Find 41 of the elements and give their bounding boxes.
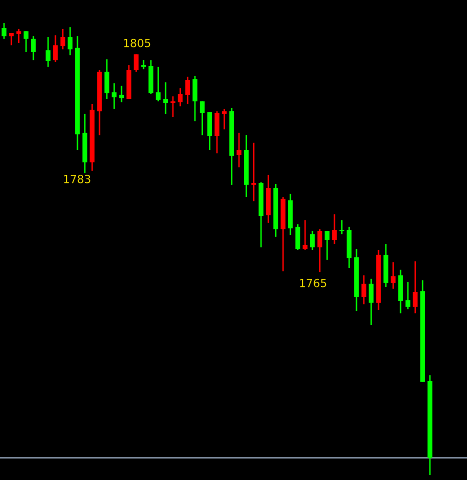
annotation: 1783 [64,174,90,184]
candlestick [332,214,337,245]
candlestick [368,278,374,326]
candlestick [104,58,110,100]
candlestick [222,108,227,130]
candlestick [68,26,73,56]
candlestick [163,82,168,115]
candlestick [214,110,220,154]
candlestick [192,75,198,122]
candlestick [236,132,242,168]
candlestick [31,35,36,61]
candlestick [46,36,50,68]
candlestick [53,34,58,63]
candlestick [339,219,344,235]
candlestick [412,260,418,314]
candlestick [207,111,212,151]
candlestick [361,274,366,305]
candlestick [112,82,117,110]
candlestick [141,59,146,70]
candlestick [119,85,124,103]
candlestick [170,96,176,118]
candlestick [406,281,410,310]
candlestick [156,66,161,102]
candlestick [8,32,14,46]
candlestick [251,142,256,202]
candlestick [178,87,183,107]
candlestick [185,76,190,105]
candlestick [295,223,300,251]
candlestick [16,28,22,44]
candlestick [390,261,396,290]
candlestick [310,230,315,251]
annotation: 1765 [300,278,326,288]
candlestick [2,22,6,40]
candlestick [134,54,139,73]
candlestick [324,230,330,261]
candlestick [302,219,308,251]
candlestick [317,228,322,273]
candlestick [200,100,205,136]
candlestick [60,28,66,50]
annotation: 1805 [124,38,150,48]
candlestick [24,30,28,53]
